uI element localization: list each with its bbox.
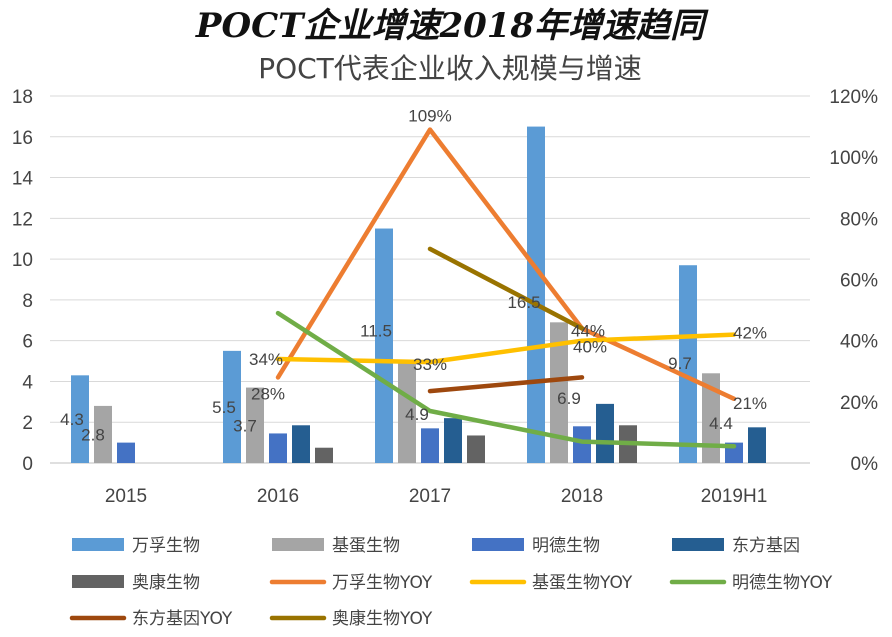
data-labels: 4.3 5.5 11.5 16.5 9.7 2.8 3.7 4.9 6.9 4.4 28% 109% 4… xyxy=(60,107,767,445)
main-title: POCT企业增速2018年增速趋同 xyxy=(195,6,709,46)
legend-label: 明德生物 xyxy=(532,536,600,556)
bar xyxy=(679,265,697,463)
line-data-label: 40% xyxy=(573,338,607,357)
left-axis-tick: 2 xyxy=(22,413,33,434)
x-axis-ticks: 2015 2016 2017 2018 2019H1 xyxy=(105,486,767,507)
left-axis-tick: 14 xyxy=(12,169,34,190)
legend-label: 万孚生物YOY xyxy=(332,573,433,593)
bar-data-label: 16.5 xyxy=(507,293,540,312)
gridlines xyxy=(50,95,810,464)
bar-data-label: 2.8 xyxy=(81,425,105,444)
bar-data-label: 4.9 xyxy=(405,405,429,424)
right-axis-ticks: 0% 20% 40% 60% 80% 100% 120% xyxy=(829,87,878,475)
legend-swatch xyxy=(272,538,324,551)
left-axis-tick: 16 xyxy=(12,128,33,149)
bar xyxy=(117,442,135,463)
legend-swatch xyxy=(72,538,124,551)
bar xyxy=(444,418,462,463)
bar-data-label: 6.9 xyxy=(557,389,581,408)
chart-subtitle: POCT代表企业收入规模与增速 xyxy=(258,52,642,85)
right-axis-tick: 40% xyxy=(840,332,878,353)
right-axis-tick: 60% xyxy=(840,271,878,292)
right-axis-tick: 20% xyxy=(840,393,878,414)
line-data-label: 28% xyxy=(251,384,285,403)
bar xyxy=(315,447,333,463)
bar-data-label: 5.5 xyxy=(212,398,236,417)
bar xyxy=(246,387,264,463)
legend-label: 东方基因 xyxy=(732,536,800,556)
legend-label: 基蛋生物YOY xyxy=(532,573,633,593)
left-axis-ticks: 0 2 4 6 8 10 12 14 16 18 xyxy=(12,87,34,475)
bar xyxy=(550,322,568,463)
left-axis-tick: 4 xyxy=(22,372,33,393)
right-axis-tick: 100% xyxy=(829,148,878,169)
bar xyxy=(702,373,720,463)
right-axis-tick: 80% xyxy=(840,209,878,230)
series-line xyxy=(275,127,737,402)
series-line xyxy=(275,310,737,449)
bar xyxy=(292,425,310,463)
bar-data-label: 9.7 xyxy=(668,354,692,373)
bar xyxy=(223,350,241,463)
left-axis-tick: 6 xyxy=(22,332,33,353)
legend-label: 万孚生物 xyxy=(132,536,200,556)
bar xyxy=(596,403,614,463)
x-axis-tick: 2015 xyxy=(105,486,147,507)
series-line xyxy=(427,246,585,331)
legend-label: 奥康生物YOY xyxy=(332,609,433,629)
legend-swatch xyxy=(72,575,124,588)
line-data-label: 33% xyxy=(413,355,447,374)
bar-data-label: 3.7 xyxy=(233,416,257,435)
left-axis-tick: 10 xyxy=(12,250,33,271)
bar xyxy=(398,363,416,463)
legend-swatch xyxy=(472,538,524,551)
bar-data-label: 4.4 xyxy=(709,414,733,433)
bar-data-label: 11.5 xyxy=(360,322,392,341)
x-axis-tick: 2019H1 xyxy=(701,486,768,507)
line-data-label: 44% xyxy=(571,321,605,340)
left-axis-tick: 8 xyxy=(22,291,33,312)
x-axis-tick: 2018 xyxy=(561,486,603,507)
line-data-label: 21% xyxy=(733,394,767,413)
series-line xyxy=(427,375,585,394)
left-axis-tick: 0 xyxy=(22,454,33,475)
legend-label: 明德生物YOY xyxy=(732,573,833,593)
legend-label: 东方基因YOY xyxy=(132,609,233,629)
legend-swatch xyxy=(672,538,724,551)
bar xyxy=(375,228,393,463)
bar-series xyxy=(71,126,766,463)
bar xyxy=(421,428,439,463)
line-series xyxy=(275,127,737,449)
x-axis-tick: 2017 xyxy=(409,486,451,507)
left-axis-tick: 12 xyxy=(12,209,33,230)
bar xyxy=(269,433,287,463)
right-axis-tick: 0% xyxy=(851,454,879,475)
x-axis-tick: 2016 xyxy=(257,486,299,507)
bar xyxy=(71,375,89,463)
right-axis-tick: 120% xyxy=(829,87,878,108)
line-data-label: 34% xyxy=(249,350,283,369)
bar xyxy=(94,405,112,463)
left-axis-tick: 18 xyxy=(12,87,33,108)
bar xyxy=(467,435,485,463)
bar xyxy=(748,427,766,463)
bar xyxy=(573,426,591,463)
legend-label: 奥康生物 xyxy=(132,573,200,593)
line-data-label: 42% xyxy=(733,324,767,343)
legend-label: 基蛋生物 xyxy=(332,536,400,556)
bar-data-label: 4.3 xyxy=(60,410,84,429)
line-data-label: 109% xyxy=(408,107,451,126)
